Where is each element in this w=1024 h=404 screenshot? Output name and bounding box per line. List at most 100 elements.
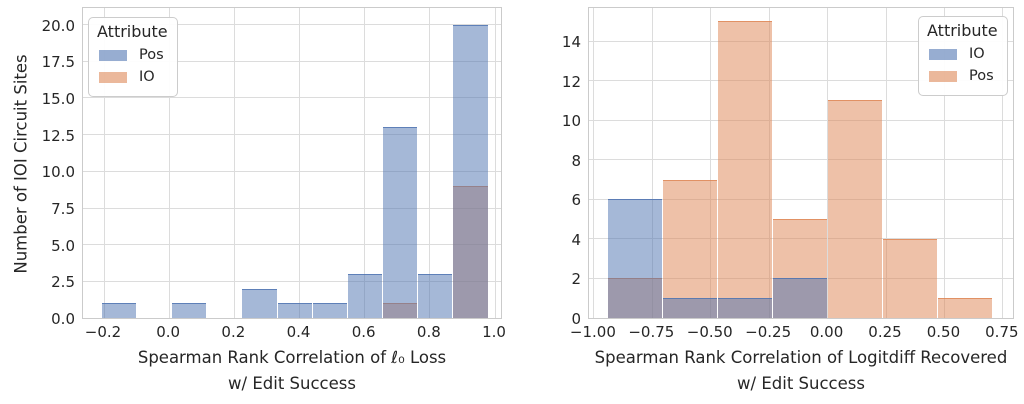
y-tick-label: 5.0: [51, 236, 75, 255]
x-tick-label: −0.50: [686, 323, 733, 341]
histogram-bar-pos: [383, 127, 418, 318]
y-tick-label: 6: [571, 191, 581, 210]
x-gridline: [364, 8, 366, 318]
histogram-bar-pos: [418, 274, 453, 318]
right-legend-row-io: IO: [929, 46, 998, 62]
y-tick-label: 17.5: [41, 53, 75, 72]
histogram-bar-pos: [718, 21, 773, 318]
histogram-bar-io: [663, 298, 718, 318]
x-gridline: [593, 8, 595, 318]
left-legend-row-io: IO: [99, 69, 168, 85]
x-tick-label: 0.50: [926, 323, 961, 341]
right-legend-row-pos: Pos: [929, 68, 998, 84]
left-legend-row-pos: Pos: [99, 47, 168, 63]
x-tick-label: −0.2: [84, 323, 122, 341]
x-tick-label: 0.6: [351, 323, 376, 341]
x-tick-label: 0.8: [416, 323, 441, 341]
y-tick-label: 10.0: [41, 163, 75, 182]
x-gridline: [885, 8, 887, 318]
y-tick-label: 0.0: [51, 310, 75, 328]
histogram-bar-pos: [347, 274, 383, 318]
left-legend: Attribute Pos IO: [88, 17, 178, 97]
x-tick-label: 1.0: [482, 323, 506, 341]
right-x-axis-label-line2: w/ Edit Success: [737, 374, 865, 393]
x-tick-label: 0.25: [868, 323, 902, 341]
x-gridline: [827, 8, 829, 318]
x-gridline: [429, 8, 431, 318]
x-tick-label: 0.75: [985, 323, 1019, 341]
histogram-bar-pos: [277, 303, 312, 318]
y-gridline: [589, 198, 1013, 200]
x-tick-label: −1.00: [569, 323, 616, 341]
x-gridline: [494, 8, 496, 318]
histogram-bar-pos: [828, 100, 882, 318]
left-x-axis-label-line2: w/ Edit Success: [228, 374, 356, 393]
right-legend-label-io: IO: [969, 46, 985, 62]
left-legend-title: Attribute: [97, 22, 168, 41]
x-tick-label: 0.00: [809, 323, 844, 341]
x-tick-label: 0.4: [286, 323, 311, 341]
x-tick-label: 0.2: [221, 323, 246, 341]
x-gridline: [103, 8, 105, 318]
y-gridline: [83, 97, 501, 99]
right-legend-label-pos: Pos: [969, 68, 994, 84]
x-tick-label: −0.75: [628, 323, 675, 341]
io-swatch-icon: [99, 71, 127, 83]
y-gridline: [83, 170, 501, 172]
y-gridline: [83, 280, 501, 282]
y-tick-label: 8: [571, 151, 581, 170]
y-tick-label: 2.5: [51, 273, 75, 292]
y-tick-label: 14: [561, 33, 581, 52]
pos-swatch-icon: [929, 70, 957, 82]
histogram-bar-pos: [937, 298, 992, 318]
x-gridline: [299, 8, 301, 318]
x-gridline: [233, 8, 235, 318]
x-gridline: [943, 8, 945, 318]
left-plot-area: [82, 7, 502, 319]
histogram-bar-pos: [312, 303, 347, 318]
y-tick-label: 12: [561, 72, 581, 91]
io-swatch-icon: [929, 48, 957, 60]
x-tick-label: 0.0: [156, 323, 181, 341]
x-gridline: [710, 8, 712, 318]
y-gridline: [589, 80, 1013, 82]
y-tick-label: 12.5: [41, 126, 75, 145]
right-legend: Attribute IO Pos: [918, 16, 1008, 96]
right-x-axis-label: Spearman Rank Correlation of Logitdiff R…: [588, 345, 1014, 397]
y-tick-label: 20.0: [41, 16, 75, 35]
y-gridline: [83, 60, 501, 62]
y-tick-label: 2: [571, 270, 581, 289]
x-gridline: [651, 8, 653, 318]
left-legend-label-pos: Pos: [139, 47, 164, 63]
y-gridline: [83, 134, 501, 136]
y-gridline: [83, 207, 501, 209]
pos-swatch-icon: [99, 49, 127, 61]
x-gridline: [168, 8, 170, 318]
histogram-bar-io: [608, 199, 663, 318]
y-gridline: [83, 24, 501, 26]
histogram-bar-pos: [663, 179, 718, 318]
histogram-bar-pos: [171, 303, 207, 318]
histogram-bar-pos: [242, 288, 277, 318]
left-x-axis-label-line1: Spearman Rank Correlation of ℓ₀ Loss: [137, 348, 447, 367]
x-tick-label: −0.25: [745, 323, 792, 341]
right-x-axis-label-line1: Spearman Rank Correlation of Logitdiff R…: [594, 348, 1008, 367]
y-tick-label: 0: [571, 310, 581, 328]
y-gridline: [83, 244, 501, 246]
y-tick-label: 7.5: [51, 199, 75, 218]
right-legend-title: Attribute: [927, 21, 998, 40]
y-tick-label: 15.0: [41, 89, 75, 108]
histogram-bar-io: [773, 278, 828, 318]
histogram-bar-io: [718, 298, 773, 318]
histogram-bar-pos: [101, 303, 136, 318]
left-x-axis-label: Spearman Rank Correlation of ℓ₀ Loss w/ …: [82, 345, 502, 397]
left-legend-label-io: IO: [139, 69, 155, 85]
x-gridline: [1002, 8, 1004, 318]
y-gridline: [589, 40, 1013, 42]
y-gridline: [589, 159, 1013, 161]
y-tick-label: 10: [561, 112, 581, 131]
y-tick-label: 4: [571, 230, 581, 249]
histogram-bar-pos: [883, 238, 937, 318]
histogram-bar-pos: [453, 24, 488, 318]
